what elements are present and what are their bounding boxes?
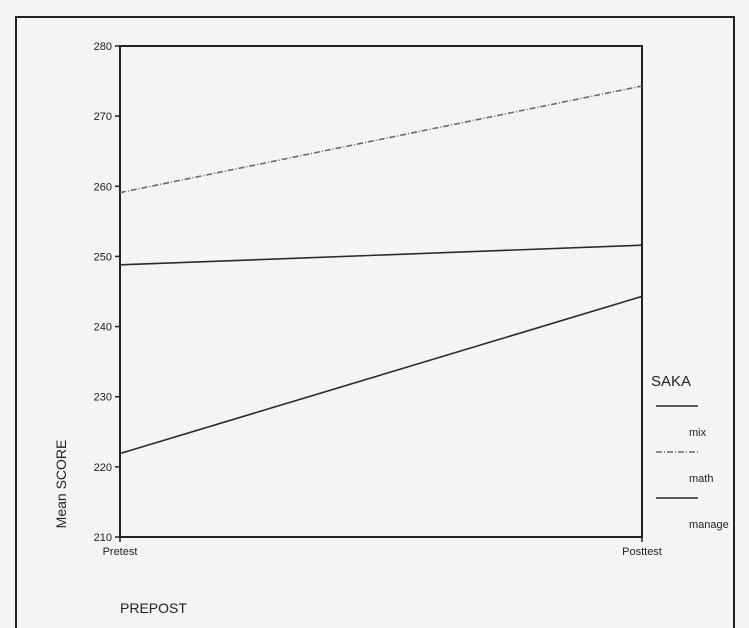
- y-tick-label: 210: [94, 532, 112, 544]
- legend-label-manage: manage: [689, 519, 729, 531]
- x-tick-label: Pretest: [103, 546, 138, 558]
- y-tick-label: 230: [94, 392, 112, 404]
- y-axis-ticks: 210 220 230 240 250 260 270 280: [94, 41, 120, 544]
- series-line-mix: [119, 244, 643, 266]
- legend-title: SAKA: [651, 373, 691, 390]
- y-tick-label: 280: [94, 41, 112, 53]
- legend: SAKA mix math manage: [651, 373, 729, 531]
- x-axis-title: PREPOST: [120, 600, 187, 616]
- y-tick-label: 260: [94, 181, 112, 193]
- legend-label-math: math: [689, 473, 713, 485]
- y-tick-label: 270: [94, 111, 112, 123]
- plot-border: [119, 45, 643, 538]
- series-line-manage: [119, 295, 643, 455]
- series-line-math: [119, 85, 643, 194]
- x-tick-label: Posttest: [622, 546, 662, 558]
- legend-items: mix math manage: [656, 405, 729, 531]
- plot-area: [119, 45, 643, 538]
- series-layer: [119, 85, 643, 455]
- y-tick-label: 220: [94, 462, 112, 474]
- y-axis-title: Mean SCORE: [53, 440, 69, 529]
- figure-frame: [15, 16, 735, 628]
- legend-label-mix: mix: [689, 427, 707, 439]
- x-axis-ticks: Pretest Posttest: [103, 537, 662, 558]
- y-tick-label: 250: [94, 251, 112, 263]
- y-tick-label: 240: [94, 322, 112, 334]
